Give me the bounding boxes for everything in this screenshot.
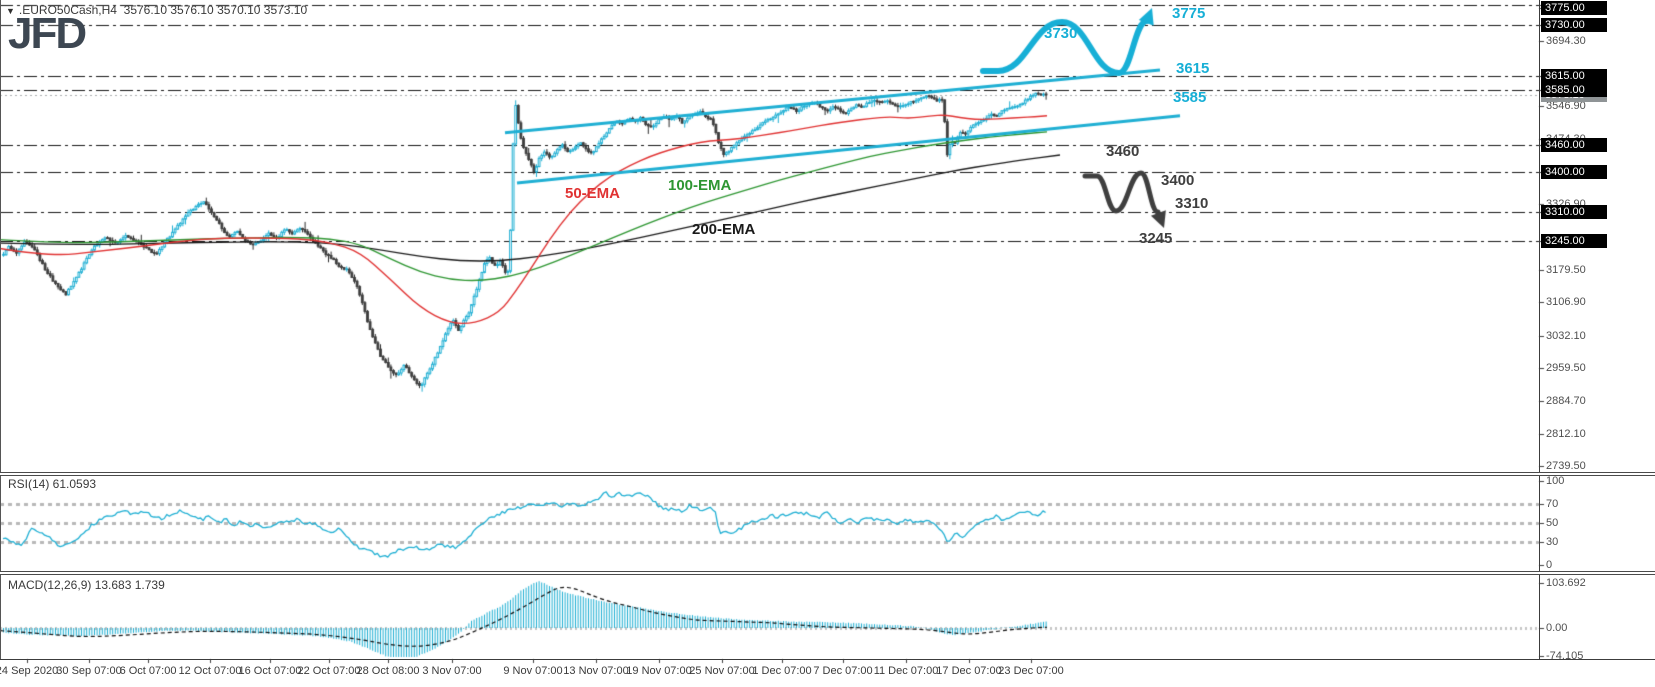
date-label: 19 Nov 07:00 <box>626 665 692 677</box>
price-tick-label: 2959.50 <box>1546 362 1586 375</box>
price-tick-label: 2884.70 <box>1546 395 1586 408</box>
annotation-3775: 3775 <box>1172 5 1206 22</box>
date-label: 30 Sep 07:00 <box>56 665 122 677</box>
ema200-line-label: 200-EMA <box>692 221 756 238</box>
date-label: 3 Nov 07:00 <box>422 665 482 677</box>
rsi-tick-label: 70 <box>1546 498 1559 510</box>
rsi-tick-label: 30 <box>1546 536 1559 548</box>
price-level-badge: 3460.00 <box>1541 138 1607 153</box>
price-level-badge: 3585.00 <box>1541 82 1607 97</box>
main-rsi-separator[interactable] <box>0 472 1655 476</box>
macd-tick-label: 103.692 <box>1546 577 1586 589</box>
price-level-badge: 3400.00 <box>1541 164 1607 179</box>
price-tick-label: 2739.50 <box>1546 460 1586 473</box>
price-tick-label: 2812.10 <box>1546 427 1586 440</box>
jfd-logo: JFD <box>8 9 87 58</box>
rsi-macd-separator[interactable] <box>0 571 1655 575</box>
rsi-indicator-label: RSI(14) 61.0593 <box>8 477 97 491</box>
date-label: 22 Oct 07:00 <box>297 665 361 677</box>
ema50-line-label: 50-EMA <box>565 185 621 202</box>
price-tick-label: 3179.50 <box>1546 264 1586 277</box>
macd-tick-label: 0.00 <box>1546 622 1568 634</box>
annotation-3460: 3460 <box>1106 143 1140 160</box>
plot-right-border <box>1539 0 1540 659</box>
symbol-ohlc-values: 3576.10 3576.10 3570.10 3573.10 <box>123 3 308 17</box>
price-level-badge: 3310.00 <box>1541 205 1607 219</box>
price-tick-label: 3106.90 <box>1546 296 1586 309</box>
price-tick-label: 3694.30 <box>1546 34 1586 47</box>
date-label: 13 Nov 07:00 <box>563 665 629 677</box>
annotation-3585: 3585 <box>1173 89 1207 106</box>
date-label: 23 Dec 07:00 <box>998 665 1064 677</box>
annotation-3310: 3310 <box>1175 195 1209 212</box>
rsi-tick-label: 0 <box>1546 559 1553 571</box>
symbol-info-bar: ▼ .EURO50Cash,H4 3576.10 3576.10 3570.10 … <box>6 3 307 17</box>
price-level-badge: 3615.00 <box>1541 69 1607 84</box>
date-label: 12 Oct 07:00 <box>178 665 242 677</box>
macd-indicator-label: MACD(12,26,9) 13.683 1.739 <box>8 578 165 592</box>
symbol-dropdown-icon[interactable]: ▼ <box>6 6 15 16</box>
ema100-line-label: 100-EMA <box>668 177 732 194</box>
date-label: 7 Dec 07:00 <box>813 665 873 677</box>
macd-tick-label: -74.105 <box>1546 650 1584 662</box>
annotation-3730: 3730 <box>1044 25 1078 42</box>
date-label: 25 Nov 07:00 <box>689 665 755 677</box>
symbol-name: .EURO50Cash,H4 <box>18 3 117 17</box>
date-label: 6 Oct 07:00 <box>119 665 177 677</box>
plot-left-border <box>0 0 1 659</box>
date-label: 9 Nov 07:00 <box>503 665 563 677</box>
date-label: 11 Dec 07:00 <box>873 665 939 677</box>
price-tick-label: 3546.90 <box>1546 100 1586 113</box>
date-label: 28 Oct 08:00 <box>356 665 420 677</box>
annotation-3400: 3400 <box>1161 172 1195 189</box>
price-level-badge: 3775.00 <box>1541 1 1607 15</box>
annotation-3615: 3615 <box>1176 60 1210 77</box>
price-level-badge: 3730.00 <box>1541 17 1607 32</box>
date-label: 17 Dec 07:00 <box>936 665 1002 677</box>
date-label: 1 Dec 07:00 <box>752 665 812 677</box>
rsi-tick-label: 50 <box>1546 517 1559 529</box>
rsi-tick-label: 100 <box>1546 475 1565 487</box>
date-label: 24 Sep 2020 <box>0 665 59 677</box>
price-tick-label: 3032.10 <box>1546 329 1586 342</box>
date-label: 16 Oct 07:00 <box>238 665 302 677</box>
time-axis-line <box>0 659 1655 660</box>
price-level-badge: 3245.00 <box>1541 233 1607 248</box>
annotation-3245: 3245 <box>1139 230 1173 247</box>
